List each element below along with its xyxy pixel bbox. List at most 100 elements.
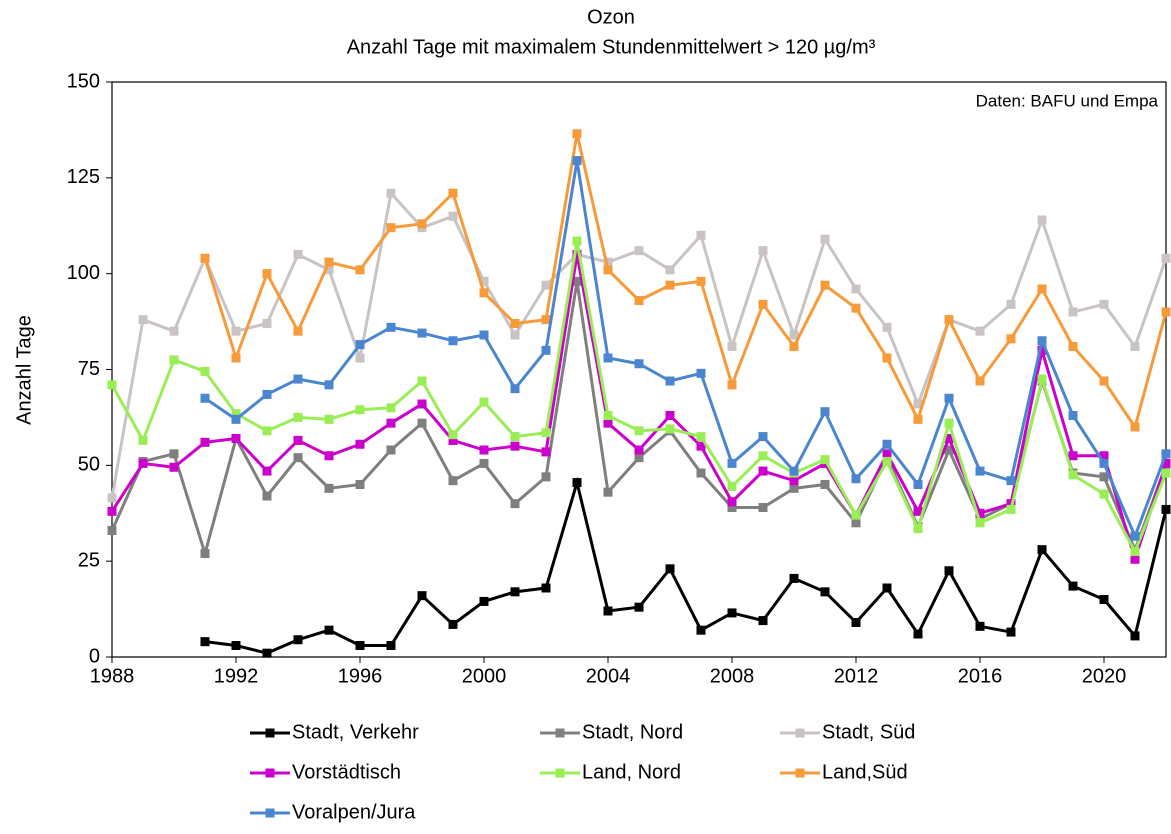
marker <box>262 389 272 399</box>
marker <box>851 510 861 520</box>
legend-label: Land,Süd <box>822 761 908 783</box>
marker <box>603 257 613 267</box>
marker <box>882 353 892 363</box>
marker <box>293 412 303 422</box>
marker <box>758 616 768 626</box>
marker <box>975 326 985 336</box>
marker <box>448 336 458 346</box>
marker <box>851 518 861 528</box>
marker <box>355 340 365 350</box>
marker <box>510 384 520 394</box>
marker <box>262 426 272 436</box>
y-tick-label: 50 <box>78 454 100 476</box>
x-tick-label: 2012 <box>834 665 879 687</box>
marker <box>572 156 582 166</box>
marker <box>727 342 737 351</box>
marker <box>293 250 303 259</box>
x-tick-label: 2004 <box>586 665 631 687</box>
marker <box>851 618 861 627</box>
marker <box>1006 334 1016 344</box>
legend-label: Stadt, Süd <box>822 721 915 743</box>
marker <box>634 359 644 369</box>
marker <box>262 269 272 279</box>
marker <box>758 246 768 256</box>
marker <box>107 526 117 535</box>
marker <box>944 445 954 455</box>
marker <box>1006 476 1016 486</box>
marker <box>634 602 644 612</box>
marker <box>696 368 706 378</box>
x-tick-label: 1992 <box>214 665 259 687</box>
marker <box>169 326 179 336</box>
marker <box>758 503 768 512</box>
marker <box>169 462 179 472</box>
marker <box>448 188 458 198</box>
marker <box>789 483 799 493</box>
marker <box>293 374 303 384</box>
marker <box>355 353 365 363</box>
marker <box>882 583 892 593</box>
marker <box>231 353 241 363</box>
marker <box>944 434 954 443</box>
marker <box>1161 458 1171 468</box>
marker <box>417 376 427 386</box>
marker <box>293 326 303 336</box>
marker <box>603 606 613 616</box>
marker <box>231 434 241 443</box>
marker <box>1099 595 1109 604</box>
marker <box>417 591 427 601</box>
marker <box>882 322 892 332</box>
marker <box>417 399 427 409</box>
marker <box>882 449 892 459</box>
x-tick-label: 2000 <box>462 665 507 687</box>
marker <box>510 587 520 597</box>
marker <box>727 481 737 491</box>
marker <box>1006 627 1016 637</box>
marker <box>479 276 489 286</box>
marker <box>820 407 830 417</box>
marker <box>665 411 675 420</box>
marker <box>138 315 148 325</box>
marker <box>386 188 396 198</box>
marker <box>262 466 272 476</box>
marker <box>1037 336 1047 346</box>
marker <box>1130 631 1140 641</box>
plot-area <box>111 81 1167 658</box>
marker <box>820 480 830 489</box>
marker <box>510 499 520 509</box>
marker <box>634 246 644 256</box>
marker <box>479 445 489 455</box>
marker <box>293 453 303 463</box>
legend-label: Voralpen/Jura <box>292 801 416 823</box>
marker <box>1161 253 1171 263</box>
marker <box>696 625 706 635</box>
y-tick-label: 150 <box>67 70 100 92</box>
marker <box>541 447 551 457</box>
marker <box>293 435 303 445</box>
marker <box>355 265 365 275</box>
marker <box>1068 307 1078 317</box>
marker <box>355 480 365 489</box>
marker <box>944 315 954 325</box>
legend-marker <box>555 768 565 778</box>
marker <box>882 457 892 466</box>
marker <box>324 414 334 424</box>
marker <box>1068 470 1078 480</box>
marker <box>417 418 427 428</box>
marker <box>231 326 241 336</box>
marker <box>386 641 396 650</box>
marker <box>789 573 799 583</box>
marker <box>572 250 582 259</box>
marker <box>355 405 365 415</box>
marker <box>727 503 737 512</box>
marker <box>200 393 210 403</box>
marker <box>1037 545 1047 555</box>
legend-label: Stadt, Nord <box>582 721 683 743</box>
marker <box>200 366 210 376</box>
marker <box>417 328 427 338</box>
marker <box>1130 531 1140 541</box>
marker <box>913 399 923 409</box>
marker <box>572 276 582 286</box>
marker <box>231 641 241 650</box>
legend-marker <box>265 768 275 778</box>
